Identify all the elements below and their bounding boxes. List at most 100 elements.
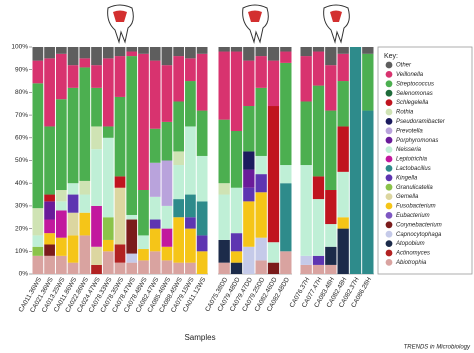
bar-segment	[325, 224, 337, 247]
legend-label: Corynebacterium	[396, 222, 442, 228]
bar-segment	[102, 126, 114, 138]
bar-segment	[44, 47, 55, 59]
bar-segment	[280, 183, 292, 252]
footer: TRENDS in Microbiology	[404, 345, 471, 351]
bar-segment	[44, 219, 55, 234]
bar-segment	[337, 47, 349, 54]
legend-label: Pseudoramibacter	[396, 119, 446, 125]
bar-segment	[337, 171, 349, 218]
bar-segment	[185, 217, 196, 229]
bar-segment	[362, 53, 374, 111]
bar-segment	[161, 121, 173, 161]
bar-segment	[126, 219, 138, 254]
bar-segment	[349, 47, 362, 274]
legend-title: Key:	[384, 53, 398, 60]
legend-swatch	[385, 174, 393, 182]
legend-label: Neisseria	[396, 147, 422, 153]
legend-swatch	[385, 155, 393, 163]
y-tick-label: 80%	[15, 89, 28, 96]
bar-segment	[173, 199, 185, 218]
bar-segment	[149, 128, 161, 163]
bar-segment	[138, 53, 149, 191]
bar-segment	[44, 126, 55, 195]
bar-segment	[161, 228, 173, 247]
bar-segment	[337, 217, 349, 229]
bar-segment	[32, 208, 44, 236]
bar-segment	[185, 126, 196, 195]
bar-segment	[280, 251, 292, 274]
bar-segment	[44, 244, 55, 256]
bar-segment	[312, 176, 325, 200]
bar-segment	[32, 246, 44, 256]
bar-segment	[91, 47, 102, 66]
bar-segment	[44, 201, 55, 220]
bar-segment	[67, 183, 79, 195]
bar-segment	[325, 110, 337, 191]
bar-segment	[55, 99, 67, 191]
bar-segment	[230, 187, 243, 234]
bar-segment	[161, 160, 173, 206]
bar-segment	[300, 255, 312, 265]
bar-segment	[337, 228, 349, 274]
bar-segment	[55, 210, 67, 238]
bar-segment	[161, 246, 173, 261]
legend-label: Schlegelella	[396, 100, 429, 106]
bar-segment	[126, 253, 138, 263]
bar-segment	[44, 58, 55, 127]
y-tick-label: 70%	[15, 112, 28, 119]
bar-segment	[255, 87, 267, 156]
legend-label: Prevotella	[396, 128, 423, 134]
bar-segment	[243, 60, 255, 107]
bar-segment	[44, 255, 55, 274]
bar-segment	[67, 194, 79, 213]
bar-segment	[267, 242, 280, 263]
bar-segment	[173, 217, 185, 263]
bar-segment	[243, 201, 255, 247]
bar-segment	[325, 65, 337, 111]
bar-segment	[67, 87, 79, 184]
bar-segment	[300, 56, 312, 102]
bar-segment	[102, 47, 114, 59]
bar-segment	[325, 47, 337, 66]
bar-segment	[185, 194, 196, 218]
bar-segment	[280, 47, 292, 52]
bar-segment	[138, 235, 149, 250]
legend-label: Streptococcus	[396, 81, 434, 87]
bar-segment	[196, 201, 208, 236]
bar-segment	[218, 239, 230, 263]
legend-swatch	[385, 89, 393, 97]
bar-segment	[230, 233, 243, 252]
bar-segment	[149, 251, 161, 274]
bar-segment	[55, 237, 67, 256]
bar-segment	[67, 235, 79, 263]
bar-segment	[114, 187, 126, 245]
bar-segment	[300, 47, 312, 57]
bar-segment	[267, 262, 280, 274]
legend-label: Veillonella	[396, 72, 424, 78]
bar-segment	[138, 47, 149, 54]
bar-segment	[79, 47, 91, 59]
bar-segment	[218, 262, 230, 274]
legend-swatch	[385, 249, 393, 257]
bar-segment	[79, 180, 91, 195]
bar-segment	[161, 47, 173, 66]
bar-segment	[230, 47, 243, 52]
bar-segment	[243, 187, 255, 202]
bar-segment	[44, 233, 55, 245]
bar-segment	[267, 60, 280, 107]
bar-segment	[173, 47, 185, 57]
bar-segment	[255, 237, 267, 261]
bar-segment	[126, 214, 138, 220]
bar-segment	[91, 65, 102, 88]
bar-segment	[230, 251, 243, 263]
legend-label: Capnocytophaga	[396, 232, 442, 238]
bar-segment	[126, 47, 138, 52]
bar-segment	[185, 228, 196, 263]
bar-segment	[161, 65, 173, 122]
bar-segment	[218, 183, 230, 195]
bar-segment	[173, 262, 185, 274]
bar-segment	[243, 151, 255, 170]
bar-segment	[300, 101, 312, 166]
bar-segment	[161, 260, 173, 274]
bar-segment	[185, 58, 196, 82]
